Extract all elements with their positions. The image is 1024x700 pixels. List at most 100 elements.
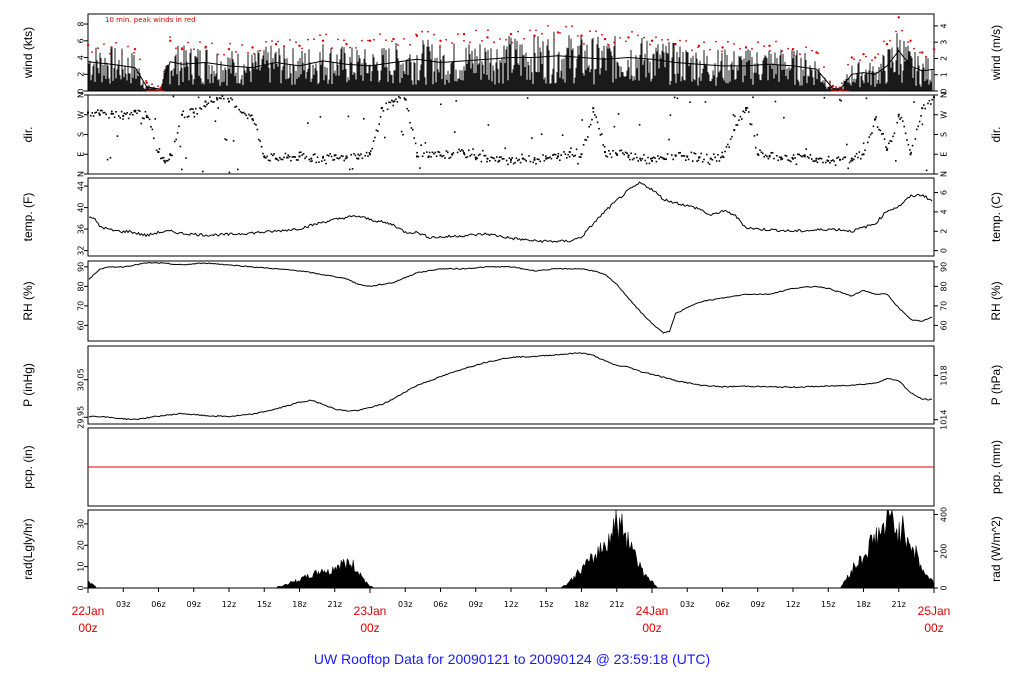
direction-dot [498, 156, 501, 159]
direction-dot [645, 162, 648, 165]
direction-dot [519, 161, 522, 164]
direction-dot [811, 158, 813, 160]
direction-dot [479, 153, 481, 156]
direction-dot [333, 158, 336, 161]
direction-dot [500, 156, 502, 158]
direction-dot [563, 151, 565, 153]
direction-dot [596, 121, 599, 124]
direction-dot [421, 155, 424, 157]
panel-frame-temp [87, 177, 935, 257]
direction-point [427, 155, 430, 158]
direction-dot [906, 139, 908, 141]
direction-dot [384, 136, 386, 139]
right-tick-label: 2 [940, 56, 949, 61]
peak-wind-dot [835, 86, 837, 88]
direction-dot [234, 106, 236, 108]
direction-dot [620, 149, 623, 152]
direction-dot [665, 158, 667, 160]
direction-dot [692, 160, 694, 162]
direction-dot [195, 107, 197, 110]
direction-dot [792, 154, 795, 156]
direction-dot [356, 157, 358, 160]
peak-wind-dot [439, 46, 441, 49]
direction-dot [322, 155, 324, 158]
direction-dot [489, 160, 491, 162]
direction-dot [319, 116, 322, 118]
direction-dot [129, 113, 131, 116]
direction-dot [242, 111, 245, 114]
direction-dot [475, 158, 477, 161]
direction-dot [193, 115, 196, 118]
direction-dot [517, 159, 519, 162]
left-tick-label: 60 [77, 320, 86, 330]
direction-dot [855, 152, 858, 155]
peak-wind-dot [667, 38, 669, 41]
direction-dot [123, 112, 126, 115]
direction-dot [546, 157, 548, 159]
direction-dot [267, 159, 270, 162]
direction-point [545, 157, 548, 160]
direction-dot [136, 112, 138, 115]
direction-dot [703, 158, 705, 161]
direction-dot [881, 133, 883, 135]
peak-wind-point [885, 42, 889, 46]
direction-dot [854, 155, 856, 158]
left-tick-label: 8 [77, 21, 86, 26]
direction-dot [350, 153, 352, 156]
direction-dot [151, 128, 154, 131]
direction-point [169, 153, 172, 156]
direction-dot [182, 110, 184, 113]
direction-dot [112, 113, 114, 115]
direction-dot [90, 114, 92, 117]
direction-dot [419, 167, 421, 169]
direction-dot [697, 159, 700, 162]
direction-dot [456, 151, 459, 154]
direction-dot [539, 160, 541, 163]
panel-temp: temp. (F) temp. (C) 32 36 40 44 0 2 4 6 [21, 177, 1003, 257]
peak-wind-dot [493, 41, 495, 44]
peak-wind-point [462, 32, 466, 36]
direction-dot [169, 154, 172, 157]
left-tick-label: 6 [77, 38, 86, 43]
direction-dot [710, 157, 712, 160]
direction-dot [360, 153, 362, 155]
peak-wind-dot [853, 58, 855, 60]
direction-dot [311, 160, 313, 162]
direction-dot [214, 120, 217, 122]
direction-dot [640, 159, 642, 162]
direction-dot [358, 154, 361, 157]
direction-dot [609, 153, 611, 155]
direction-dot [862, 142, 865, 145]
direction-dot [484, 154, 487, 157]
direction-dot [834, 164, 837, 166]
direction-point [933, 96, 935, 99]
right-tick-label: 60 [940, 320, 949, 330]
direction-dot [451, 154, 453, 156]
direction-dot [210, 100, 212, 102]
peak-wind-point [133, 47, 137, 51]
direction-dot [305, 155, 308, 158]
peak-wind-dot [397, 44, 399, 46]
direction-dot [315, 161, 317, 164]
direction-dot [561, 134, 564, 136]
direction-point [733, 129, 736, 132]
peak-wind-dot [391, 40, 393, 43]
direction-dot [284, 152, 287, 155]
direction-dot [533, 157, 536, 159]
direction-dot [281, 158, 284, 161]
direction-dot [925, 169, 928, 172]
direction-dot [902, 120, 904, 122]
direction-dot [599, 134, 602, 136]
peak-wind-dot [751, 47, 753, 50]
direction-dot [554, 153, 557, 156]
direction-dot [414, 142, 417, 145]
peak-wind-point [862, 52, 865, 56]
direction-dot [871, 132, 873, 134]
direction-dot [130, 111, 133, 114]
direction-dot [785, 155, 788, 157]
direction-dot [395, 98, 397, 100]
direction-dot [643, 154, 645, 156]
direction-dot [325, 162, 327, 165]
peak-wind-dot [91, 51, 93, 53]
direction-dot [393, 100, 396, 102]
